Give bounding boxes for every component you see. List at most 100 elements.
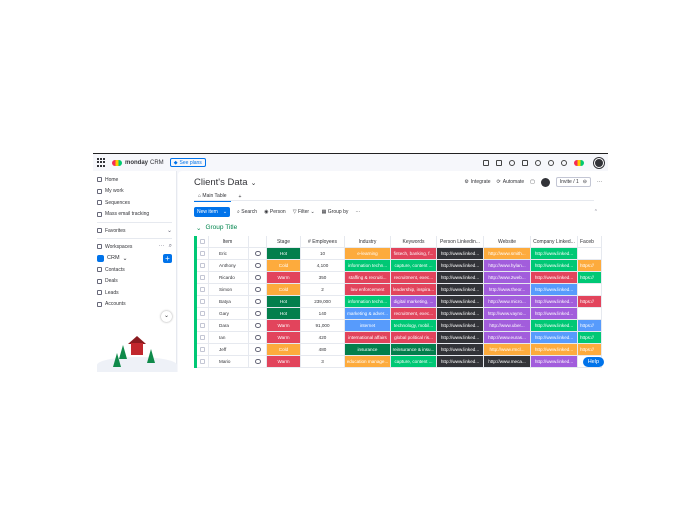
person-linkedin-link[interactable]: http://www.linked... <box>437 308 484 319</box>
table-row[interactable]: Ricardo Warm 350 staffing & recruiti... recr… <box>197 272 602 284</box>
item-name[interactable]: Eric <box>209 248 249 259</box>
person-button[interactable]: ◉ Person <box>264 209 286 215</box>
item-name[interactable]: Ian <box>209 332 249 343</box>
group-by-button[interactable]: ▦ Group by <box>321 209 349 215</box>
industry-label[interactable]: internet <box>345 320 391 331</box>
employees-cell[interactable]: 3 <box>301 356 345 367</box>
stage-label[interactable]: Warm <box>267 272 301 283</box>
column-header[interactable]: Stage <box>267 236 301 247</box>
tab-main-table[interactable]: ⌂ Main Table <box>194 192 231 202</box>
row-checkbox[interactable] <box>197 332 209 343</box>
collapse-icon[interactable]: ⌃ <box>593 209 598 215</box>
keywords-label[interactable]: leadership, inspira... <box>391 284 437 295</box>
search-icon[interactable] <box>548 159 554 166</box>
website-link[interactable]: http://www.vayno... <box>484 308 531 319</box>
updates-cell[interactable] <box>249 332 267 343</box>
employees-cell[interactable]: 140 <box>301 308 345 319</box>
board-avatar[interactable] <box>540 177 550 187</box>
company-linkedin-link[interactable]: http://www.linked... <box>531 320 578 331</box>
industry-label[interactable]: international affairs <box>345 332 391 343</box>
table-row[interactable]: Ian Warm 420 international affairs global po… <box>197 332 602 344</box>
table-row[interactable]: Eric Hot 10 e-learning fintech, banking, f..… <box>197 248 602 260</box>
automate-button[interactable]: ⟳ Automate <box>497 179 525 185</box>
search-button[interactable]: ⌕ Search <box>237 209 258 215</box>
item-name[interactable]: Simon <box>209 284 249 295</box>
employees-cell[interactable]: 10 <box>301 248 345 259</box>
inbox-icon[interactable] <box>496 159 502 166</box>
person-linkedin-link[interactable]: http://www.linked... <box>437 320 484 331</box>
sidebar-item-my-work[interactable]: My work <box>93 186 176 198</box>
row-checkbox[interactable] <box>197 308 209 319</box>
column-header[interactable]: Keywords <box>391 236 437 247</box>
facebook-link[interactable] <box>578 308 602 319</box>
updates-cell[interactable] <box>249 308 267 319</box>
website-link[interactable]: http://www.uber... <box>484 320 531 331</box>
stage-label[interactable]: Cold <box>267 344 301 355</box>
filter-button[interactable]: ▽ Filter ⌄ <box>292 209 315 215</box>
employees-cell[interactable]: 91,000 <box>301 320 345 331</box>
industry-label[interactable]: marketing & adver... <box>345 308 391 319</box>
workspace-selector[interactable]: CRM ⌄ + <box>93 252 176 264</box>
keywords-label[interactable]: capture, content ... <box>391 260 437 271</box>
row-checkbox[interactable] <box>197 320 209 331</box>
stage-label[interactable]: Warm <box>267 320 301 331</box>
comment-icon[interactable]: ▢ <box>530 179 535 185</box>
sidebar-item-leads[interactable]: Leads <box>93 287 176 299</box>
table-row[interactable]: Batya Hot 239,000 information techn... digit… <box>197 296 602 308</box>
updates-cell[interactable] <box>249 284 267 295</box>
stage-label[interactable]: Hot <box>267 296 301 307</box>
row-checkbox[interactable] <box>197 284 209 295</box>
website-link[interactable]: http://www.meca... <box>484 356 531 367</box>
person-linkedin-link[interactable]: http://www.linked... <box>437 248 484 259</box>
updates-cell[interactable] <box>249 320 267 331</box>
row-checkbox[interactable] <box>197 248 209 259</box>
column-header[interactable]: Company Linked... <box>531 236 578 247</box>
facebook-link[interactable]: https:// <box>578 320 602 331</box>
integrations-icon[interactable] <box>535 159 541 166</box>
person-linkedin-link[interactable]: http://www.linked... <box>437 284 484 295</box>
favorites-section[interactable]: Favorites ⌄ <box>93 225 176 236</box>
industry-label[interactable]: insurance <box>345 344 391 355</box>
website-link[interactable]: http://www.rmcl... <box>484 344 531 355</box>
keywords-label[interactable]: global political ris... <box>391 332 437 343</box>
stage-label[interactable]: Warm <box>267 332 301 343</box>
employees-cell[interactable]: 4,100 <box>301 260 345 271</box>
table-row[interactable]: Jeff Cold 480 insurance reinsurance & insu..… <box>197 344 602 356</box>
company-linkedin-link[interactable]: http://www.linked... <box>531 260 578 271</box>
facebook-link[interactable]: https:// <box>578 344 602 355</box>
company-linkedin-link[interactable]: http://www.linked... <box>531 284 578 295</box>
table-row[interactable]: Anthony Cold 4,100 information techn... capt… <box>197 260 602 272</box>
add-view-icon[interactable]: + <box>238 194 242 200</box>
item-name[interactable]: Mario <box>209 356 249 367</box>
person-linkedin-link[interactable]: http://www.linked... <box>437 344 484 355</box>
user-avatar[interactable] <box>594 157 604 168</box>
stage-label[interactable]: Warm <box>267 356 301 367</box>
row-checkbox[interactable] <box>197 344 209 355</box>
help-button[interactable]: Help <box>582 357 604 367</box>
sidebar-item-mass-email[interactable]: Mass email tracking <box>93 209 176 221</box>
row-checkbox[interactable] <box>197 260 209 271</box>
column-header[interactable]: Industry <box>345 236 391 247</box>
facebook-link[interactable]: https:// <box>578 296 602 307</box>
person-linkedin-link[interactable]: http://www.linked... <box>437 260 484 271</box>
industry-label[interactable]: education manage... <box>345 356 391 367</box>
row-checkbox[interactable] <box>197 296 209 307</box>
industry-label[interactable]: e-learning <box>345 248 391 259</box>
keywords-label[interactable]: fintech, banking, f... <box>391 248 437 259</box>
website-link[interactable]: http://www.theor... <box>484 284 531 295</box>
item-name[interactable]: Gary <box>209 308 249 319</box>
employees-cell[interactable]: 420 <box>301 332 345 343</box>
company-linkedin-link[interactable]: http://www.linked... <box>531 344 578 355</box>
updates-cell[interactable] <box>249 356 267 367</box>
industry-label[interactable]: law enforcement <box>345 284 391 295</box>
column-header[interactable]: # Employees <box>301 236 345 247</box>
website-link[interactable]: http://www.micro... <box>484 296 531 307</box>
updates-cell[interactable] <box>249 248 267 259</box>
stage-label[interactable]: Cold <box>267 260 301 271</box>
employees-cell[interactable]: 350 <box>301 272 345 283</box>
company-linkedin-link[interactable]: http://www.linked... <box>531 356 578 367</box>
switcher-logo-icon[interactable] <box>574 159 584 166</box>
search-icon[interactable]: ⌕ <box>168 243 172 249</box>
keywords-label[interactable]: capture, content ... <box>391 356 437 367</box>
brand-logo[interactable]: monday CRM <box>112 159 164 166</box>
